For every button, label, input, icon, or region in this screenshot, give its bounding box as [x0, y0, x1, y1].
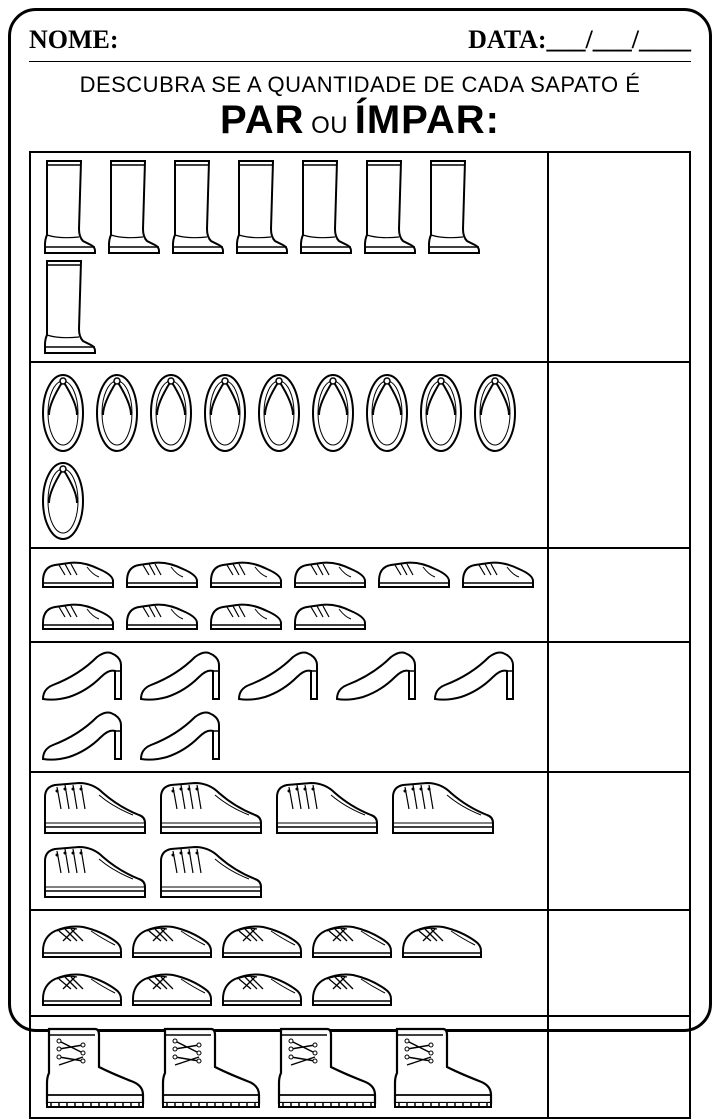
boot-tall-icon — [167, 159, 225, 255]
flip-flop-icon — [147, 369, 195, 453]
lace-shoe-icon — [219, 917, 303, 961]
lace-shoe-icon — [309, 965, 393, 1009]
items-cell — [31, 773, 549, 909]
flip-flop-icon — [201, 369, 249, 453]
answer-cell[interactable] — [549, 643, 689, 771]
instruction-block: DESCUBRA SE A QUANTIDADE DE CADA SAPATO … — [29, 72, 691, 143]
high-top-icon — [39, 779, 149, 839]
items-cell — [31, 643, 549, 771]
ou-word: OU — [311, 112, 348, 139]
answer-cell[interactable] — [549, 911, 689, 1015]
sneaker-low-icon — [207, 555, 285, 593]
par-word: PAR — [220, 98, 304, 142]
work-boot-icon — [387, 1023, 497, 1111]
worksheet-row — [31, 549, 689, 643]
flip-flop-icon — [39, 457, 87, 541]
instruction-line2: PAR OU ÍMPAR: — [29, 98, 691, 143]
items-cell — [31, 1017, 549, 1117]
sneaker-low-icon — [375, 555, 453, 593]
sneaker-low-icon — [291, 597, 369, 635]
flip-flop-icon — [417, 369, 465, 453]
answer-cell[interactable] — [549, 549, 689, 641]
sneaker-low-icon — [123, 597, 201, 635]
items-cell — [31, 549, 549, 641]
flip-flop-icon — [309, 369, 357, 453]
answer-cell[interactable] — [549, 363, 689, 547]
sneaker-low-icon — [39, 555, 117, 593]
sneaker-low-icon — [39, 597, 117, 635]
boot-tall-icon — [39, 259, 97, 355]
high-heel-icon — [333, 649, 425, 705]
flip-flop-icon — [255, 369, 303, 453]
boot-tall-icon — [103, 159, 161, 255]
flip-flop-icon — [471, 369, 519, 453]
items-cell — [31, 911, 549, 1015]
answer-cell[interactable] — [549, 153, 689, 361]
work-boot-icon — [39, 1023, 149, 1111]
high-heel-icon — [137, 649, 229, 705]
boot-tall-icon — [359, 159, 417, 255]
worksheet-row — [31, 911, 689, 1017]
sneaker-low-icon — [207, 597, 285, 635]
lace-shoe-icon — [39, 917, 123, 961]
sneaker-low-icon — [291, 555, 369, 593]
boot-tall-icon — [39, 159, 97, 255]
name-label[interactable]: NOME: — [29, 25, 119, 55]
high-top-icon — [387, 779, 497, 839]
lace-shoe-icon — [219, 965, 303, 1009]
answer-cell[interactable] — [549, 773, 689, 909]
high-heel-icon — [431, 649, 523, 705]
high-heel-icon — [39, 709, 131, 765]
boot-tall-icon — [231, 159, 289, 255]
high-heel-icon — [137, 709, 229, 765]
boot-tall-icon — [423, 159, 481, 255]
work-boot-icon — [271, 1023, 381, 1111]
high-top-icon — [155, 843, 265, 903]
flip-flop-icon — [93, 369, 141, 453]
high-heel-icon — [235, 649, 327, 705]
lace-shoe-icon — [129, 965, 213, 1009]
lace-shoe-icon — [129, 917, 213, 961]
worksheet-row — [31, 1017, 689, 1117]
flip-flop-icon — [363, 369, 411, 453]
impar-word: ÍMPAR: — [355, 98, 500, 142]
boot-tall-icon — [295, 159, 353, 255]
items-cell — [31, 153, 549, 361]
flip-flop-icon — [39, 369, 87, 453]
date-label[interactable]: DATA:___/___/____ — [468, 25, 691, 55]
high-top-icon — [155, 779, 265, 839]
lace-shoe-icon — [39, 965, 123, 1009]
high-top-icon — [39, 843, 149, 903]
sneaker-low-icon — [459, 555, 537, 593]
high-heel-icon — [39, 649, 131, 705]
lace-shoe-icon — [399, 917, 483, 961]
instruction-line1: DESCUBRA SE A QUANTIDADE DE CADA SAPATO … — [29, 72, 691, 98]
answer-cell[interactable] — [549, 1017, 689, 1117]
work-boot-icon — [155, 1023, 265, 1111]
worksheet-grid — [29, 151, 691, 1119]
worksheet-page: NOME: DATA:___/___/____ DESCUBRA SE A QU… — [8, 8, 712, 1032]
worksheet-row — [31, 773, 689, 911]
worksheet-row — [31, 153, 689, 363]
sneaker-low-icon — [123, 555, 201, 593]
items-cell — [31, 363, 549, 547]
worksheet-row — [31, 363, 689, 549]
worksheet-row — [31, 643, 689, 773]
high-top-icon — [271, 779, 381, 839]
header-line: NOME: DATA:___/___/____ — [29, 25, 691, 62]
lace-shoe-icon — [309, 917, 393, 961]
